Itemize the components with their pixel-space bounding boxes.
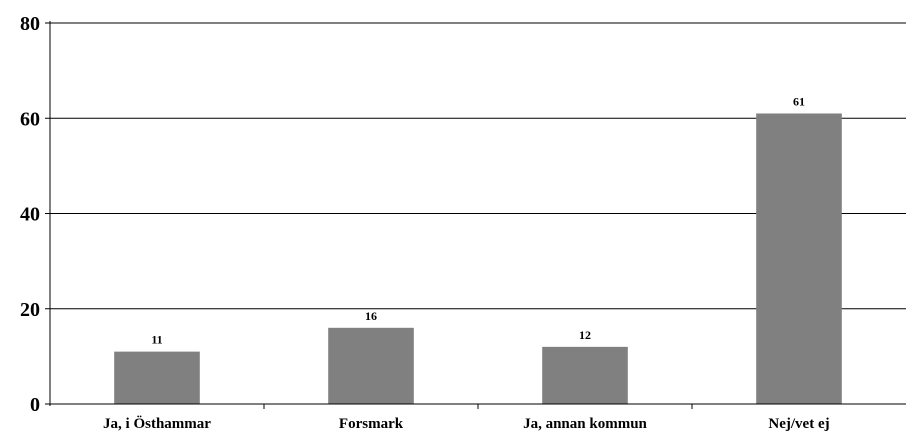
data-label: 16: [365, 309, 377, 323]
category-label: Forsmark: [339, 416, 404, 432]
y-tick-label: 80: [20, 13, 40, 35]
data-label: 61: [793, 94, 805, 108]
bar: [756, 113, 842, 405]
bar: [542, 346, 628, 404]
category-label: Ja, annan kommun: [523, 416, 647, 432]
y-tick-label: 0: [30, 394, 40, 416]
x-tick-marks: [263, 404, 693, 409]
data-label: 11: [151, 333, 162, 347]
y-tick-label: 60: [20, 108, 40, 130]
y-tick-label: 40: [20, 204, 40, 226]
y-tick-label: 20: [20, 299, 40, 321]
data-labels: 11 16 12 61: [151, 94, 805, 346]
bar: [328, 327, 414, 404]
data-label: 12: [579, 328, 591, 342]
y-tick-labels: 0 20 40 60 80: [20, 13, 50, 416]
bars: [114, 113, 842, 405]
bar: [114, 351, 200, 404]
category-label: Nej/vet ej: [768, 416, 829, 432]
category-label: Ja, i Östhammar: [103, 415, 211, 432]
x-category-labels: Ja, i Östhammar Forsmark Ja, annan kommun N…: [103, 415, 830, 432]
